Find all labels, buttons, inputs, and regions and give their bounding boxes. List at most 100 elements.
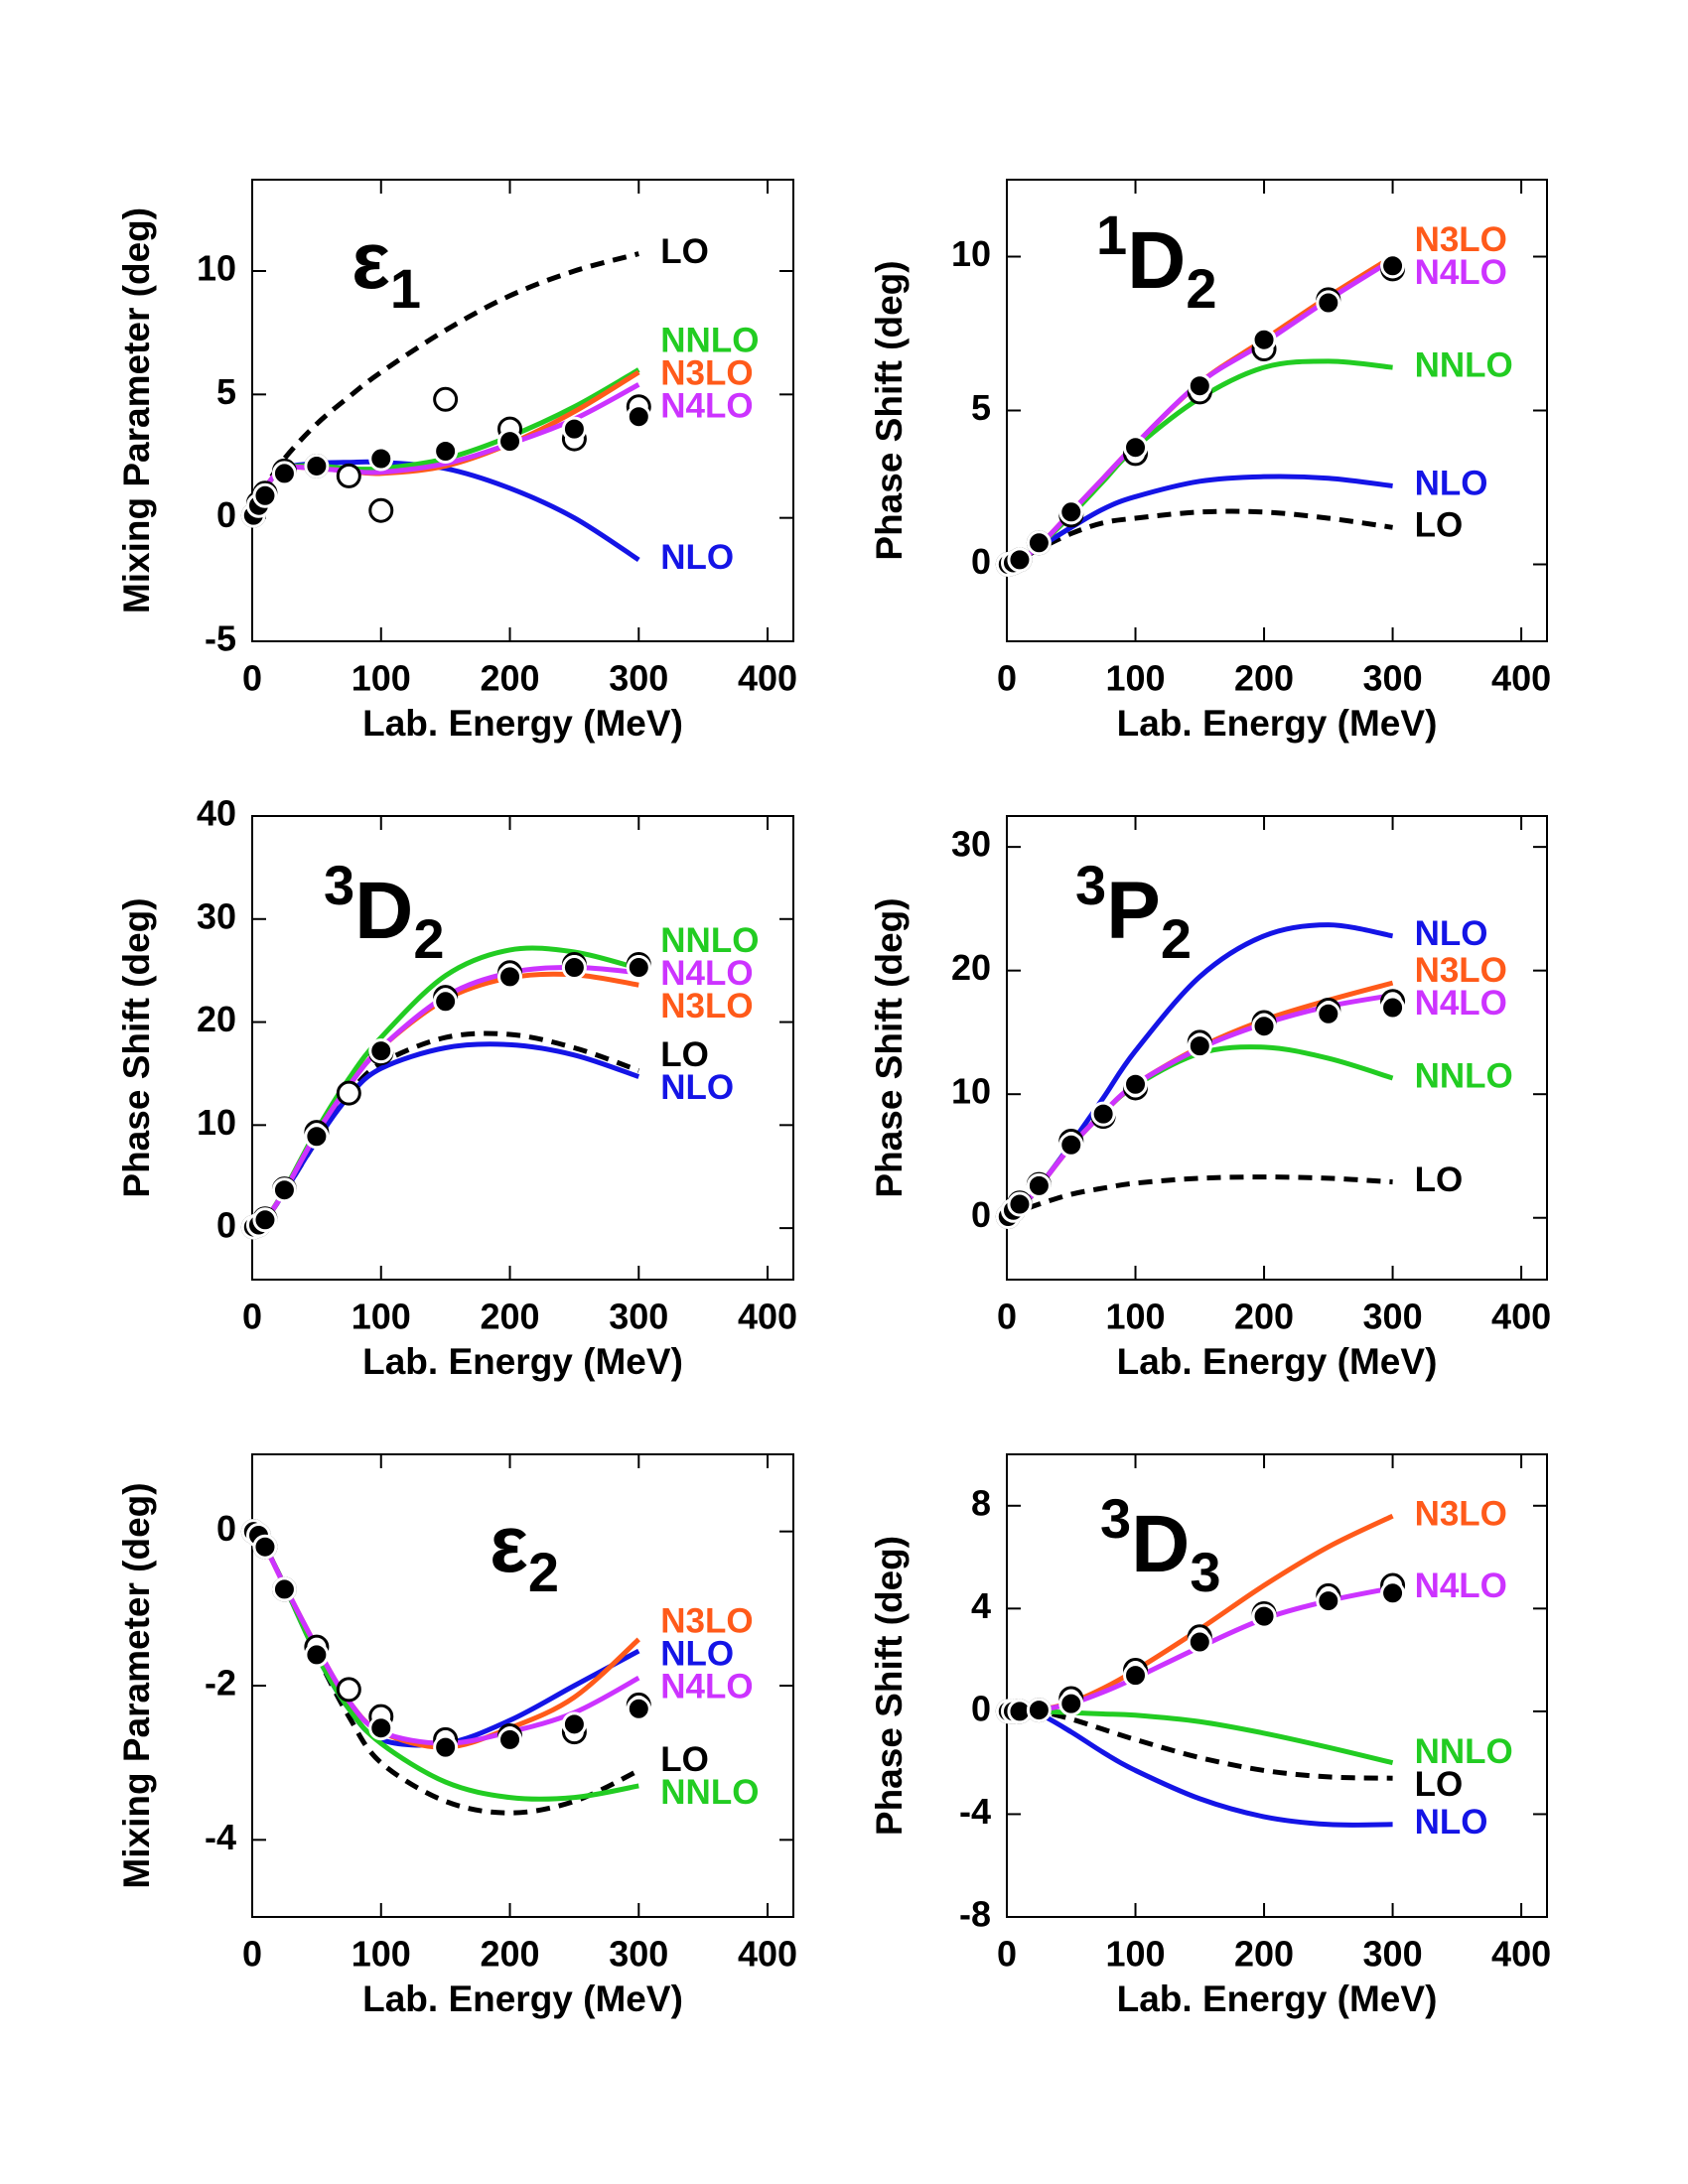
y-tick-label: 20 [197, 999, 236, 1039]
x-tick-label: 300 [1363, 1934, 1423, 1975]
y-tick-label: -8 [959, 1894, 991, 1935]
filled-point [1380, 995, 1406, 1021]
y-tick-label: 0 [971, 541, 991, 582]
filled-point [1187, 1629, 1212, 1655]
title-part: 2 [528, 1541, 559, 1603]
x-tick-label: 100 [352, 658, 411, 699]
series-label: N4LO [660, 387, 753, 426]
title-part: D [1131, 1499, 1190, 1589]
open-point [368, 497, 394, 523]
y-tick-label: 30 [197, 895, 236, 936]
title-part: 2 [1186, 257, 1216, 320]
filled-point [497, 429, 523, 455]
filled-point [1380, 1580, 1406, 1606]
series-label: N4LO [1415, 1567, 1507, 1605]
title-part: 3 [1190, 1541, 1220, 1603]
x-tick-label: 300 [609, 1297, 668, 1337]
panel-title: 3P2 [1075, 854, 1192, 970]
x-tick-label: 100 [352, 1297, 411, 1337]
series-label: NNLO [660, 322, 759, 360]
title-part: D [1127, 215, 1186, 306]
filled-point [1123, 435, 1149, 461]
filled-point [561, 1711, 587, 1737]
series-label: NLO [1415, 1803, 1488, 1842]
title-part: 1 [390, 257, 421, 320]
filled-point [252, 1534, 278, 1560]
filled-point [1316, 1588, 1341, 1614]
panel-title: ε2 [490, 1499, 559, 1603]
title-part: D [354, 866, 413, 956]
curve [252, 251, 639, 519]
x-tick-label: 400 [738, 1934, 797, 1975]
filled-point [1026, 1172, 1052, 1198]
y-tick-label: 10 [951, 233, 991, 274]
series-label: NLO [1415, 465, 1488, 503]
series-label: NNLO [660, 921, 759, 960]
series-label: NNLO [1415, 1056, 1513, 1095]
x-tick-label: 200 [1234, 1297, 1294, 1337]
series-label: LO [1415, 506, 1464, 545]
filled-point [561, 955, 587, 981]
y-tick-label: 0 [216, 1205, 236, 1246]
x-tick-label: 0 [997, 1297, 1017, 1337]
filled-point [368, 1038, 394, 1064]
plot-frame [1006, 179, 1548, 642]
filled-point [1058, 1691, 1084, 1716]
series-label: N3LO [1415, 1494, 1507, 1533]
y-tick-label: 5 [971, 387, 991, 428]
y-tick-label: -2 [205, 1663, 236, 1704]
y-axis-label: Phase Shift (deg) [869, 1536, 910, 1836]
x-tick-label: 400 [1491, 1297, 1551, 1337]
filled-point [626, 955, 651, 981]
title-part: 3 [324, 854, 354, 916]
y-tick-label: -4 [959, 1791, 991, 1832]
y-tick-label: 10 [197, 248, 236, 289]
panel-title: 3D2 [324, 854, 445, 970]
y-tick-label: 10 [951, 1071, 991, 1112]
series-label: LO [1415, 1160, 1464, 1199]
x-tick-label: 0 [242, 658, 262, 699]
filled-point [1123, 1071, 1149, 1097]
series-label: LO [660, 1035, 709, 1074]
filled-point [271, 1177, 297, 1203]
x-axis-label: Lab. Energy (MeV) [362, 1341, 683, 1382]
title-part: ε [352, 215, 390, 306]
x-tick-label: 200 [480, 1934, 539, 1975]
series-label: N3LO [1415, 951, 1507, 990]
y-tick-label: 4 [971, 1585, 991, 1626]
curve [252, 1529, 640, 1816]
filled-point [252, 1207, 278, 1233]
series-label: NLO [660, 1068, 734, 1107]
series-label: NNLO [1415, 345, 1513, 384]
title-part: P [1106, 866, 1161, 956]
x-tick-label: 0 [997, 658, 1017, 699]
plot-frame [251, 815, 794, 1281]
y-tick-label: 0 [216, 1508, 236, 1549]
y-tick-label: 8 [971, 1482, 991, 1523]
curve [1007, 1174, 1393, 1220]
series-label: NNLO [660, 1773, 759, 1812]
series-label: NNLO [1415, 1732, 1513, 1771]
y-axis-label: Phase Shift (deg) [869, 897, 910, 1197]
series-label: LO [1415, 1765, 1464, 1804]
panel: 0 100 200 300 400 -8 -4 0 4 8 Lab. Energy (MeV) Pha… [869, 1453, 1551, 2019]
filled-point [626, 404, 651, 430]
curve [252, 1529, 640, 1746]
x-tick-label: 200 [480, 658, 539, 699]
series-label: LO [660, 232, 709, 271]
y-tick-label: -4 [205, 1817, 236, 1857]
filled-point [561, 416, 587, 442]
filled-point [433, 439, 459, 465]
panel-title: ε1 [352, 215, 421, 320]
y-tick-label: 10 [197, 1102, 236, 1143]
x-tick-label: 300 [609, 658, 668, 699]
series-label: NLO [660, 538, 734, 577]
filled-point [252, 482, 278, 508]
open-point [336, 1080, 361, 1106]
y-tick-label: 0 [971, 1688, 991, 1728]
x-tick-label: 100 [1105, 658, 1165, 699]
y-tick-label: 30 [951, 824, 991, 865]
x-tick-label: 200 [480, 1297, 539, 1337]
x-tick-label: 0 [242, 1934, 262, 1975]
filled-point [1187, 373, 1212, 399]
